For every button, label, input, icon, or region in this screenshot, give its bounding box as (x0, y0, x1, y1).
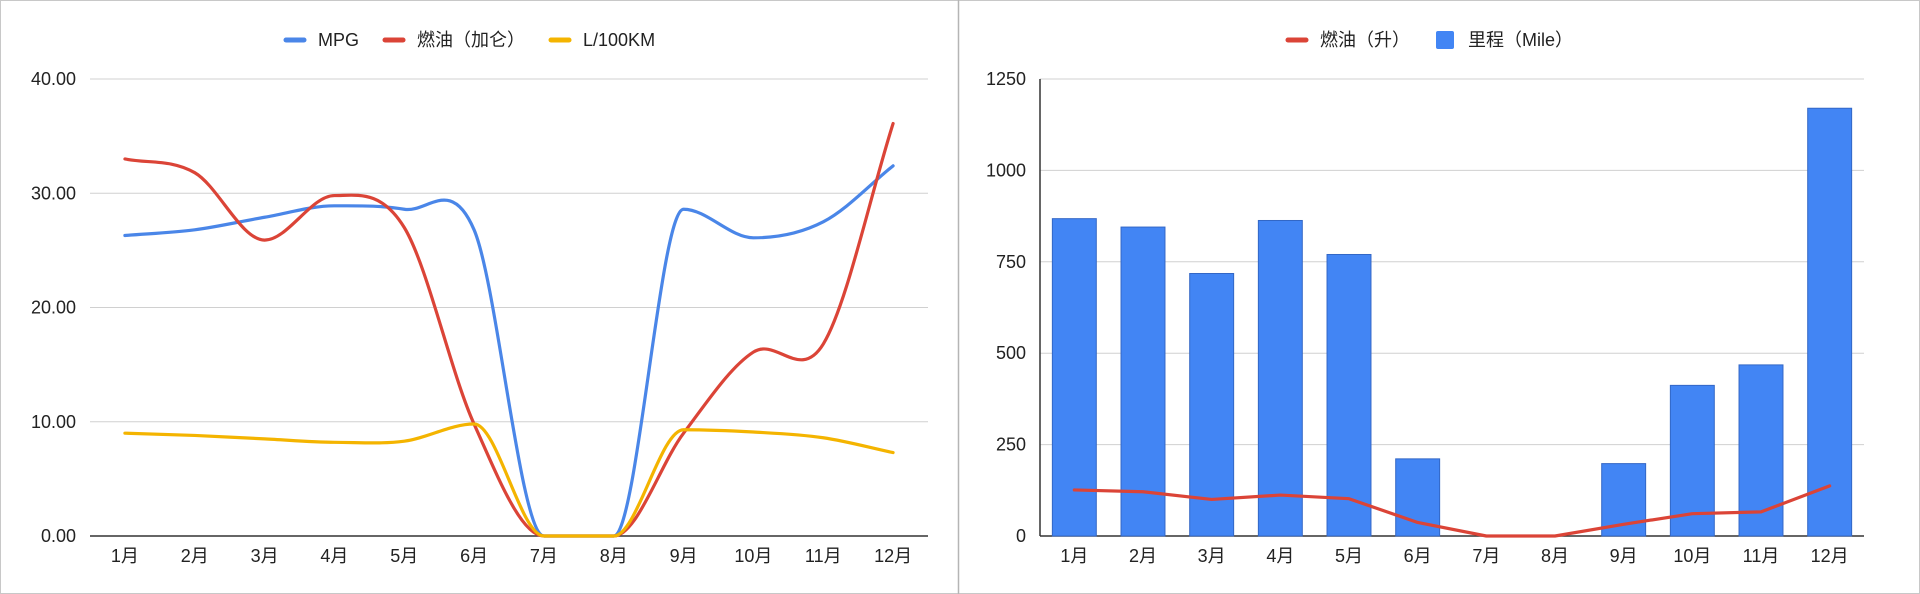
x-tick-label: 2月 (181, 546, 209, 566)
x-tick-label: 7月 (530, 546, 558, 566)
bar (1807, 107, 1853, 537)
bar (1669, 384, 1715, 537)
x-tick-label: 1月 (1060, 546, 1088, 566)
y-tick-label: 20.00 (31, 298, 76, 318)
legend-item[interactable]: 里程（Mile） (1436, 30, 1573, 50)
legend-label: 燃油（加仑） (417, 30, 525, 50)
y-tick-label: 1000 (986, 160, 1026, 180)
legend-item[interactable]: 燃油（升） (1285, 30, 1410, 50)
x-tick-label: 8月 (600, 546, 628, 566)
y-tick-label: 750 (996, 252, 1026, 272)
bar (1326, 253, 1372, 537)
x-tick-label: 6月 (1404, 546, 1432, 566)
x-tick-label: 4月 (1266, 546, 1294, 566)
bar (1189, 272, 1235, 537)
y-tick-label: 1250 (986, 69, 1026, 89)
legend-item[interactable]: MPG (283, 30, 359, 50)
bar (1257, 219, 1303, 537)
legend-label: MPG (318, 30, 359, 50)
chart-2: 0 250 500 750 1000 1250 1月 2月 3月 4月 5月 6月 7月 8月 9月 10月 1… (986, 30, 1864, 566)
x-tick-label: 1月 (111, 546, 139, 566)
x-tick-label: 11月 (805, 546, 842, 566)
y-tick-label: 0.00 (41, 526, 76, 546)
x-tick-label: 3月 (251, 546, 279, 566)
y-tick-label: 250 (996, 435, 1026, 455)
x-tick-label: 11月 (1743, 546, 1780, 566)
legend-label: 里程（Mile） (1468, 30, 1573, 50)
x-tick-label: 4月 (320, 546, 348, 566)
legend-item[interactable]: 燃油（加仑） (382, 30, 525, 50)
legend-label: 燃油（升） (1320, 30, 1410, 50)
x-tick-label: 5月 (390, 546, 418, 566)
y-tick-label: 40.00 (31, 69, 76, 89)
legend-item[interactable]: L/100KM (548, 30, 655, 50)
bar (1120, 226, 1166, 537)
x-tick-label: 10月 (1673, 546, 1711, 566)
series-line (123, 164, 895, 538)
bar (1051, 218, 1097, 537)
x-tick-label: 12月 (1811, 546, 1849, 566)
x-tick-label: 8月 (1541, 546, 1569, 566)
x-tick-label: 9月 (1610, 546, 1638, 566)
y-tick-label: 30.00 (31, 183, 76, 203)
x-tick-label: 5月 (1335, 546, 1363, 566)
legend-label: L/100KM (583, 30, 655, 50)
x-tick-label: 6月 (460, 546, 488, 566)
series-line (123, 422, 895, 538)
series-line (1072, 484, 1832, 538)
x-tick-label: 10月 (734, 546, 772, 566)
x-tick-label: 7月 (1472, 546, 1500, 566)
x-tick-label: 2月 (1129, 546, 1157, 566)
chart-1: 0.00 10.00 20.00 30.00 40.00 1月 2月 3月 4月 5月 6月 7月 8月… (31, 30, 928, 566)
x-tick-label: 3月 (1198, 546, 1226, 566)
x-tick-label: 9月 (670, 546, 698, 566)
x-tick-label: 12月 (874, 546, 912, 566)
series-line (123, 121, 895, 538)
y-tick-label: 10.00 (31, 412, 76, 432)
y-tick-label: 0 (1016, 526, 1026, 546)
y-tick-label: 500 (996, 343, 1026, 363)
legend-swatch (1436, 31, 1454, 49)
